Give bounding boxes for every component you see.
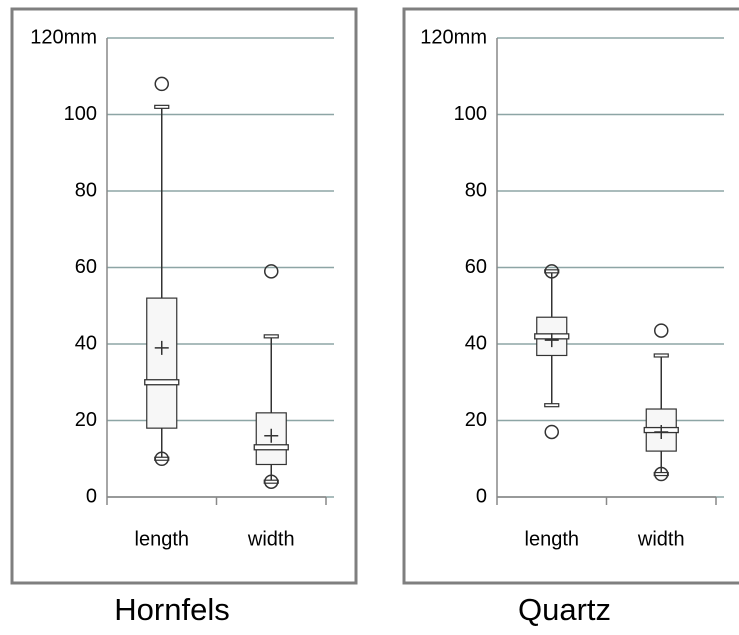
y-tick-label: 120mm bbox=[30, 26, 97, 48]
whisker-cap bbox=[154, 456, 170, 461]
extreme-point bbox=[544, 264, 559, 279]
whisker-cap bbox=[544, 269, 560, 274]
extreme-point bbox=[154, 451, 169, 466]
x-tick-label: length bbox=[135, 528, 190, 550]
whisker-cap bbox=[653, 471, 669, 477]
panel-frame bbox=[10, 7, 358, 585]
chart-title: Quartz bbox=[518, 592, 611, 627]
whisker-cap bbox=[263, 334, 279, 339]
mean-marker bbox=[654, 424, 669, 439]
y-tick-label: 0 bbox=[86, 485, 97, 507]
y-tick-label: 80 bbox=[75, 179, 97, 201]
extreme-point bbox=[654, 323, 669, 338]
extreme-point bbox=[264, 474, 279, 489]
y-tick-label: 80 bbox=[465, 179, 487, 201]
y-tick-label: 20 bbox=[75, 409, 97, 431]
y-tick-label: 100 bbox=[454, 103, 487, 125]
whisker-cap bbox=[263, 479, 279, 484]
x-tick-label: width bbox=[637, 528, 685, 550]
mean-marker bbox=[154, 340, 169, 355]
median bbox=[144, 379, 180, 386]
whisker-cap bbox=[653, 353, 669, 358]
y-tick-label: 40 bbox=[75, 332, 97, 354]
mean-marker bbox=[544, 333, 559, 348]
y-tick-label: 60 bbox=[465, 256, 487, 278]
y-tick-label: 60 bbox=[75, 256, 97, 278]
mean-marker bbox=[264, 428, 279, 443]
chart-title: Hornfels bbox=[114, 592, 229, 627]
whisker-cap bbox=[154, 104, 170, 109]
y-tick-label: 0 bbox=[476, 485, 487, 507]
y-tick-label: 100 bbox=[64, 103, 97, 125]
whisker-cap bbox=[544, 403, 560, 408]
y-tick-label: 40 bbox=[465, 332, 487, 354]
y-tick-label: 20 bbox=[465, 409, 487, 431]
extreme-point bbox=[264, 264, 279, 279]
extreme-point bbox=[544, 424, 559, 440]
x-tick-label: length bbox=[525, 528, 580, 550]
y-tick-label: 120mm bbox=[420, 26, 487, 48]
extreme-point bbox=[654, 466, 669, 482]
extreme-point bbox=[154, 76, 169, 92]
panel-frame bbox=[402, 7, 739, 585]
x-tick-label: width bbox=[247, 528, 295, 550]
box bbox=[146, 297, 178, 429]
median bbox=[253, 444, 289, 451]
